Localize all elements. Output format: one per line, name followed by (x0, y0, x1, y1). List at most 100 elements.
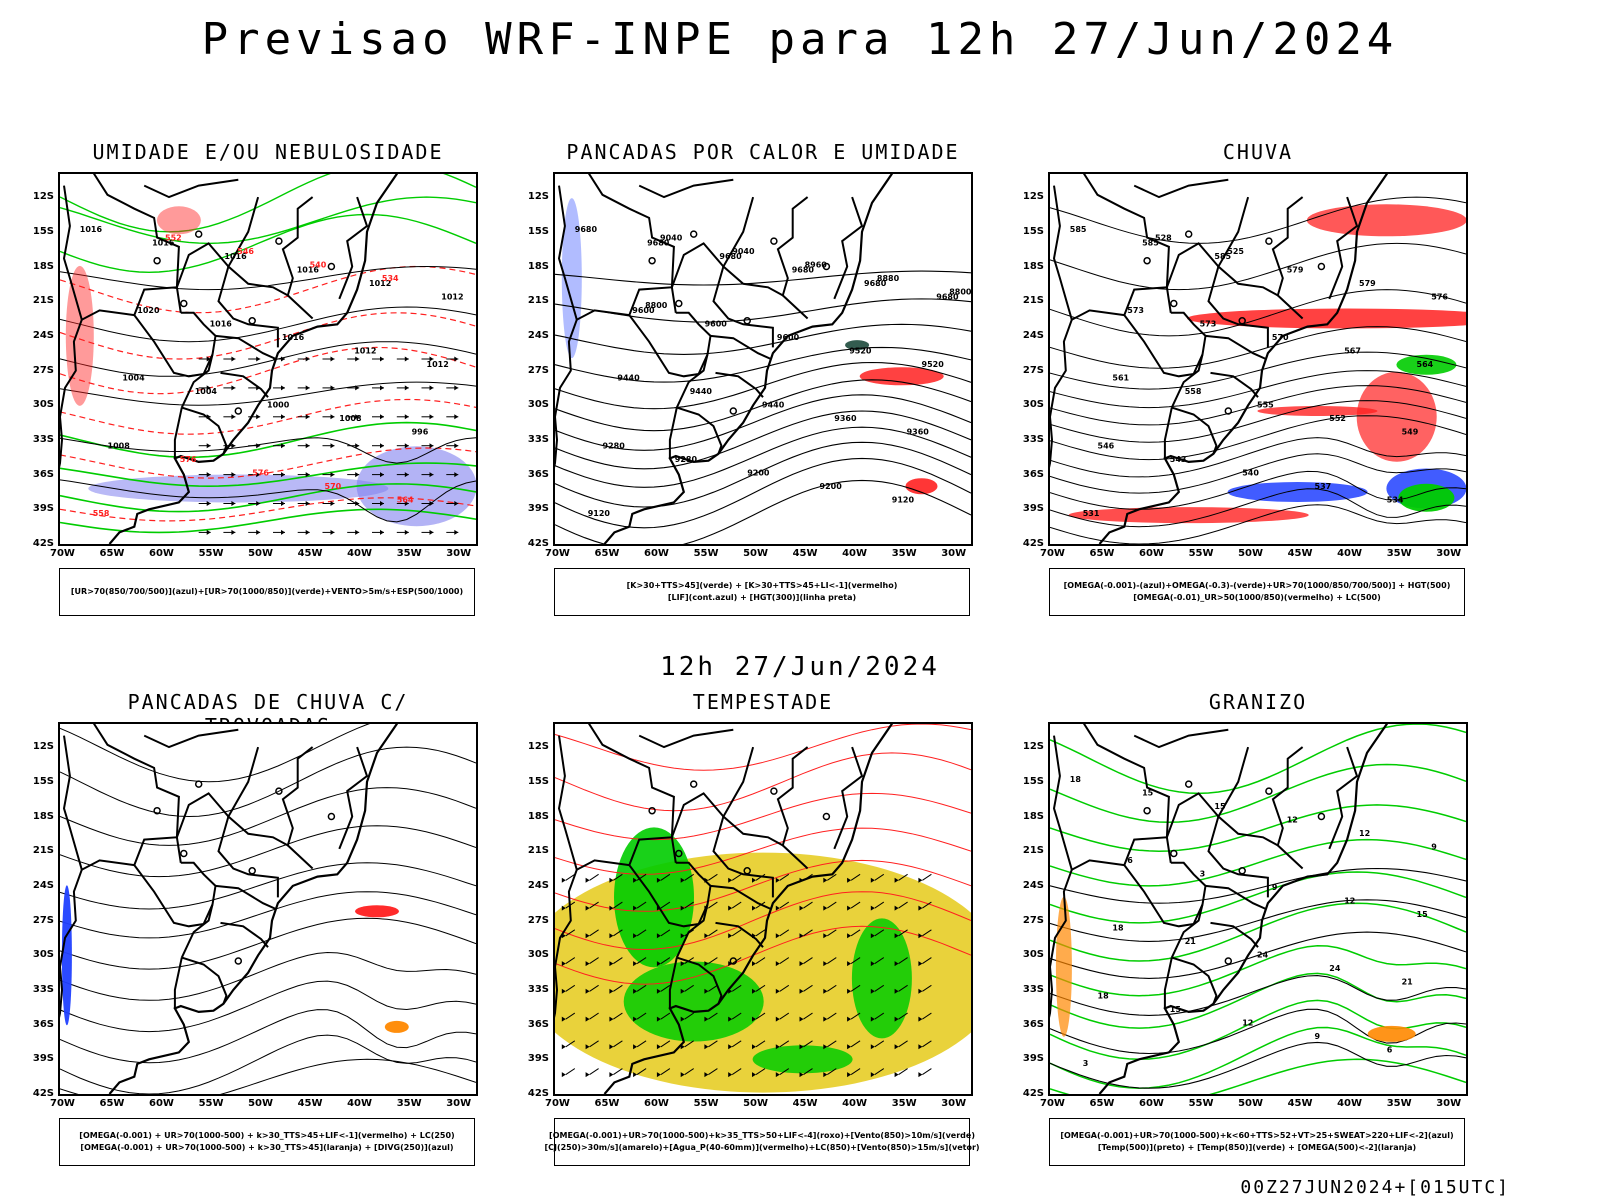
contour-label: 9040 (660, 233, 683, 242)
temp500-contour (1050, 931, 1466, 979)
lon-tick-label: 60W (1139, 548, 1164, 559)
wind-850-vector (561, 1012, 576, 1022)
temp850-contour (1050, 945, 1466, 997)
omega-ur50-area (1068, 507, 1309, 524)
hgt500-contour (1050, 242, 1466, 291)
wind-vector (396, 385, 409, 391)
state-border (1123, 286, 1204, 378)
contour-label: 9440 (617, 374, 640, 383)
wind-vector (297, 472, 310, 478)
wind-vector (223, 414, 236, 420)
streamline-250 (60, 980, 476, 1033)
state-border (1050, 319, 1073, 468)
contour-label: 564 (1417, 360, 1434, 369)
lake (275, 237, 283, 245)
lon-tick-label: 60W (644, 1098, 669, 1109)
lat-tick-label: 42S (1022, 538, 1044, 549)
state-border (676, 406, 723, 455)
lon-tick-label: 40W (842, 1098, 868, 1109)
state-border (175, 792, 230, 838)
wind-vector (223, 385, 236, 391)
wind-850-vector (585, 901, 599, 911)
wind-850-vector (680, 873, 694, 883)
lake (248, 317, 256, 325)
contour-label: 8800 (645, 301, 668, 310)
wind-vector (322, 414, 335, 420)
wind-vector (198, 356, 211, 362)
lat-tick-label: 42S (527, 538, 549, 549)
wind-850-vector (799, 957, 813, 967)
lake (1238, 317, 1246, 325)
contour-label: 573 (1200, 320, 1217, 329)
panel-title: PANCADAS POR CALOR E UMIDADE (566, 140, 960, 164)
map-frame: 585 585 585 579 579 576 573 573 570 567 564 561 558 5… (1048, 172, 1468, 546)
lon-tick-label: 50W (248, 1098, 274, 1109)
lat-tick-label: 21S (527, 295, 549, 307)
state-border (215, 334, 277, 360)
lon-tick-label: 30W (941, 548, 967, 559)
contour-label: 8800 (949, 288, 971, 297)
state-border (1171, 406, 1218, 455)
contour-label: 585 (1142, 238, 1159, 247)
wind-vector (421, 414, 434, 420)
state-border (1205, 884, 1267, 910)
hgt500-contour (1050, 504, 1466, 544)
contour-label: 15 (1214, 802, 1226, 811)
lon-tick-label: 70W (1040, 1098, 1065, 1109)
state-border (638, 178, 734, 199)
lat-tick-label: 21S (1022, 845, 1044, 857)
map-frame (58, 722, 478, 1096)
thickness-contour (60, 398, 476, 435)
lat-tick-label: 39S (527, 503, 549, 515)
wind-850-vector (870, 957, 885, 967)
lake (1224, 957, 1233, 965)
wind-vector (372, 501, 384, 506)
map-panel: GRANIZO 12S 15S 18S 21S 24S 27S 30S 33S 36S 39S 42S… (1008, 690, 1478, 1190)
state-border (1133, 178, 1229, 199)
contour-label: 12 (1344, 897, 1355, 906)
wind-vector (297, 356, 310, 362)
lat-tick-label: 12S (527, 191, 549, 203)
wind-vector (347, 356, 360, 362)
lat-tick-label: 21S (32, 295, 54, 307)
contour-label: 579 (1287, 265, 1304, 274)
wind-vector (347, 472, 360, 478)
map-frame (553, 722, 973, 1096)
lon-tick-label: 30W (941, 1098, 967, 1109)
wind-vector (248, 356, 261, 362)
hgt300-contour (555, 270, 971, 286)
legend-line: [OMEGA(-0.001) + UR>70(1000-500) + k>30_… (80, 1143, 454, 1152)
lat-tick-label: 18S (1022, 260, 1044, 272)
lake (248, 867, 256, 875)
wind-vector (248, 443, 261, 449)
wind-850-vector (799, 984, 813, 994)
contour-label: 546 (1098, 441, 1115, 450)
lake (743, 317, 751, 325)
lat-tick-label: 33S (32, 983, 54, 995)
hgt500-contour (1050, 437, 1466, 478)
contour-label: 1016 (152, 238, 175, 247)
contour-label: 570 (325, 482, 342, 491)
state-border (1170, 311, 1207, 409)
wind-850-vector (633, 901, 647, 911)
state-border (555, 869, 578, 1018)
state-border (712, 816, 774, 898)
lon-tick-label: 45W (1287, 548, 1313, 559)
hgt300-contour (555, 379, 971, 432)
streamline-250 (60, 862, 476, 910)
lon-tick-label: 60W (644, 548, 669, 559)
humidity-1000-850-contour (60, 483, 476, 513)
state-border (215, 884, 277, 910)
contour-label: 1008 (108, 441, 131, 450)
wind-850-vector (823, 1068, 837, 1078)
contour-label: 12 (1359, 829, 1370, 838)
wind-850-vector (633, 1068, 647, 1078)
wind-vector (421, 501, 434, 506)
state-border (1205, 334, 1267, 360)
state-border (217, 816, 279, 898)
contour-label: 15 (1142, 788, 1154, 797)
hgt500-contour (1050, 326, 1466, 369)
thickness-contour (60, 447, 476, 479)
state-border (133, 836, 214, 928)
wind-vector (273, 443, 285, 449)
